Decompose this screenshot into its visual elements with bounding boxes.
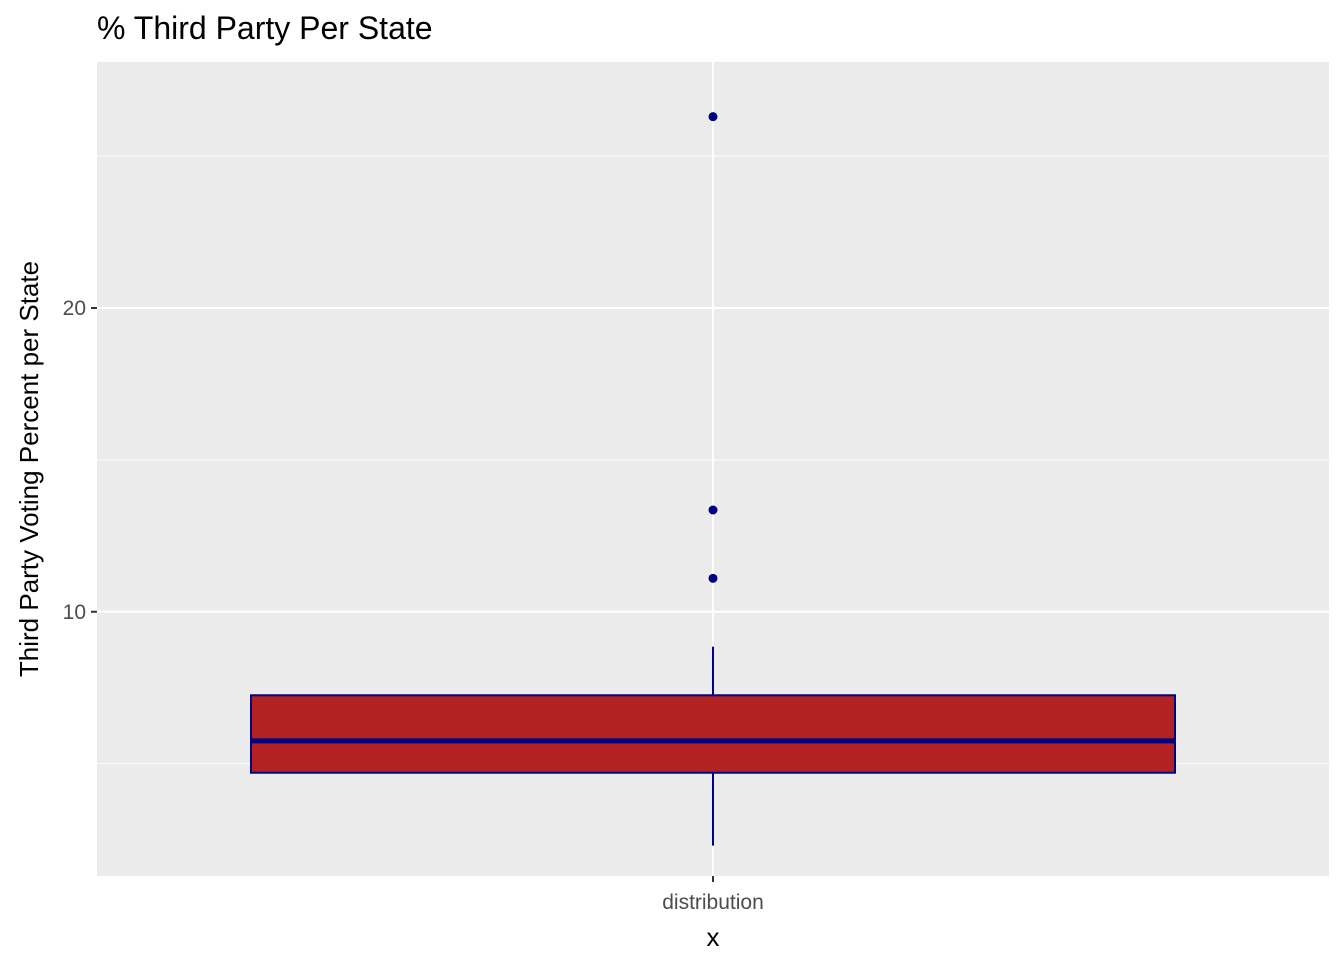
boxplot: [250, 112, 1176, 846]
y-axis-title: Third Party Voting Percent per State: [14, 261, 44, 677]
outlier-point: [708, 505, 718, 515]
x-axis-title: x: [707, 922, 720, 952]
axes: 10 20 distribution: [63, 297, 764, 914]
outlier-point: [708, 112, 718, 122]
box-iqr: [250, 694, 1176, 774]
chart-title: % Third Party Per State: [97, 10, 433, 46]
outlier-point: [708, 573, 718, 583]
y-tick-label: 20: [63, 297, 86, 320]
y-tick-label: 10: [63, 601, 86, 624]
x-tick-label: distribution: [662, 891, 764, 914]
